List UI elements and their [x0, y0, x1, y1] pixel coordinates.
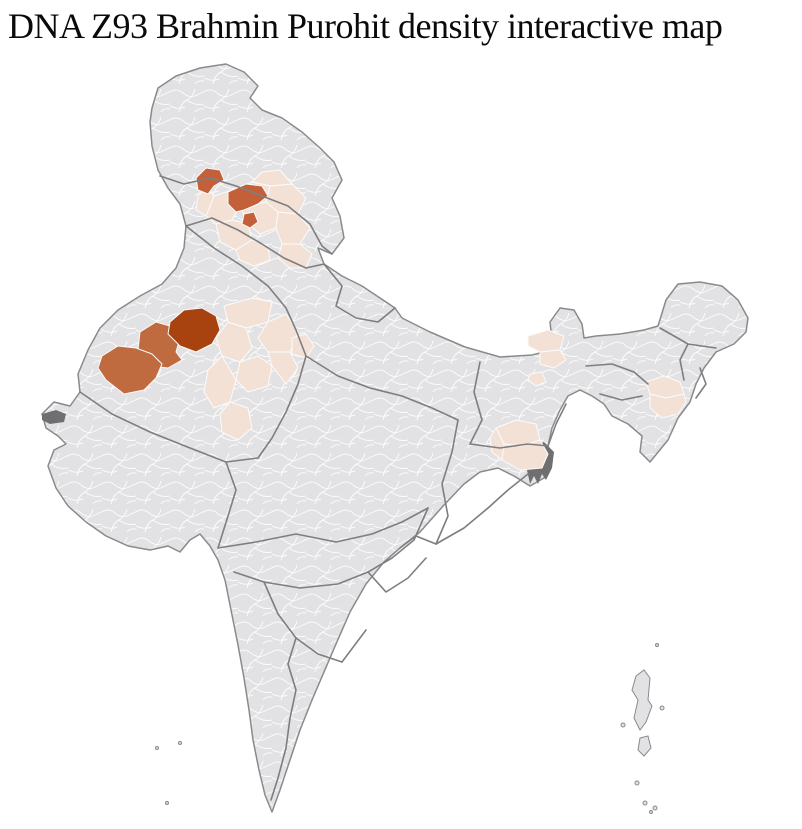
rann-of-kutch-dark-patch — [42, 410, 66, 424]
island-dot — [165, 801, 169, 805]
island[interactable] — [631, 669, 653, 731]
himachal-central-district[interactable] — [227, 183, 269, 213]
district-cell[interactable] — [527, 371, 547, 387]
district-cell[interactable] — [203, 355, 237, 409]
island-dot — [659, 705, 665, 711]
rajasthan-east-cluster[interactable] — [203, 297, 315, 441]
rajasthan-north-district[interactable] — [167, 307, 221, 353]
page-title: DNA Z93 Brahmin Purohit density interact… — [8, 6, 723, 46]
district-cell[interactable] — [489, 427, 505, 461]
district-cell[interactable] — [251, 169, 293, 187]
rajasthan-far-west-district[interactable] — [97, 345, 163, 395]
district-cell[interactable] — [235, 239, 271, 267]
district-cell[interactable] — [267, 351, 299, 385]
island[interactable] — [637, 735, 652, 757]
island-dot — [642, 800, 648, 806]
west-bengal-south-cluster[interactable] — [489, 419, 549, 471]
andaman-nicobar-islands[interactable] — [620, 643, 665, 814]
island-dot — [655, 643, 659, 647]
district-cell[interactable] — [539, 349, 567, 369]
island-dot — [634, 780, 640, 786]
island-dot — [620, 722, 626, 728]
district-cell[interactable] — [649, 393, 687, 419]
district-cell[interactable] — [219, 401, 253, 441]
jammu-district[interactable] — [195, 167, 225, 195]
west-bengal-north-cluster[interactable] — [527, 329, 567, 387]
island-dot — [178, 741, 182, 745]
manipur-cluster[interactable] — [645, 375, 687, 419]
island-dot — [652, 805, 658, 811]
island-dot — [649, 810, 653, 814]
lakshadweep-islands[interactable] — [155, 741, 182, 805]
island-dot — [155, 746, 159, 750]
himachal-small-district[interactable] — [241, 211, 259, 229]
state-borders — [79, 175, 717, 801]
